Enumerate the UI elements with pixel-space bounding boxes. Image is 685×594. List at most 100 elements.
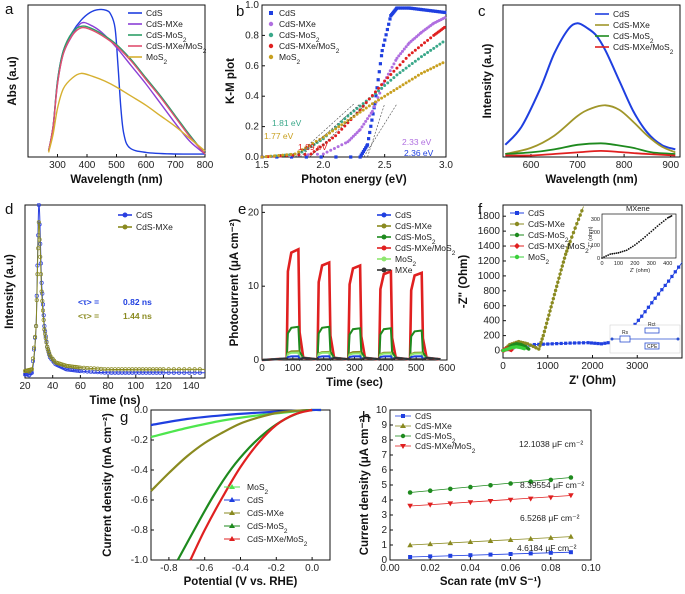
- panel-f-data-point: [578, 213, 582, 217]
- panel-f-data-point: [567, 243, 571, 247]
- panel-b-data-point: [389, 78, 393, 82]
- panel-b-data-point: [321, 143, 325, 147]
- panel-f-legend-item: CdS-MXe: [528, 219, 565, 229]
- panel-h-ytick-label: 0: [381, 555, 387, 566]
- panel-b-data-point: [390, 65, 394, 69]
- panel-b-data-point: [289, 155, 294, 159]
- panel-g-ytick-label: -0.8: [131, 525, 149, 536]
- panel-h-legend-marker: [400, 433, 406, 439]
- panel-d-data-point: [176, 367, 182, 372]
- panel-b-data-point: [425, 8, 429, 12]
- panel-d-series: [22, 220, 205, 374]
- panel-b-data-point: [416, 73, 420, 77]
- panel-b-data-point: [410, 77, 414, 81]
- panel-b-data-point: [272, 154, 276, 158]
- panel-d-lifetime-value: 1.44 ns: [123, 311, 152, 321]
- panel-b-data-point: [395, 73, 399, 77]
- panel-a-legend-item: CdS-MoS2: [146, 30, 187, 44]
- panel-b-data-point: [361, 102, 365, 106]
- panel-b-data-point: [364, 101, 368, 105]
- panel-b-data-point: [398, 63, 402, 67]
- panel-b-data-point: [399, 52, 403, 56]
- panel-b-data-point: [364, 146, 368, 150]
- panel-h-legend-marker: [400, 444, 406, 449]
- panel-d-xtick-label: 80: [103, 381, 115, 392]
- panel-h-data-point: [508, 552, 513, 556]
- panel-f-data-point: [550, 342, 554, 346]
- panel-b-data-point: [260, 155, 264, 159]
- panel-b-data-point: [349, 155, 353, 159]
- panel-h-data-point: [407, 503, 413, 509]
- panel-h-data-point: [508, 481, 513, 486]
- panel-b-data-point: [327, 131, 331, 135]
- panel-f-legend-marker: [515, 211, 519, 215]
- panel-b-ytick-label: 0.2: [245, 122, 259, 133]
- panel-b-data-point: [312, 150, 316, 154]
- panel-c-xtick-label: 900: [662, 160, 679, 171]
- panel-b-data-point: [438, 62, 442, 66]
- panel-letter-h: h: [362, 409, 370, 426]
- panel-h-data-point: [448, 553, 453, 558]
- panel-b-data-point: [360, 151, 364, 155]
- panel-b-data-point: [429, 67, 433, 71]
- panel-b-data-point: [389, 90, 393, 94]
- panel-b-data-point: [380, 96, 384, 100]
- panel-f-data-point: [560, 264, 564, 268]
- panel-f-data-point: [542, 329, 547, 334]
- panel-e-legend-item: CdS-MXe/MoS2: [395, 243, 456, 257]
- panel-e-xtick-label: 100: [284, 363, 301, 374]
- panel-d-data-point: [47, 351, 52, 356]
- panel-e-legend-item: CdS-MoS2: [395, 232, 436, 246]
- panel-b-xtick-label: 2.5: [378, 160, 392, 171]
- panel-b-data-point: [385, 27, 389, 32]
- panel-d-data-point: [42, 327, 47, 332]
- panel-b-data-point: [389, 73, 393, 77]
- panel-f-inset-point: [654, 227, 657, 229]
- panel-f-legend-item: CdS-MXe-MoS2: [528, 241, 589, 255]
- panel-d-data-point: [171, 367, 176, 372]
- panel-f-data-point: [541, 333, 545, 338]
- panel-b-data-point: [353, 132, 357, 136]
- panel-f-circuit-resistor: [619, 335, 631, 343]
- panel-e-ytick-label: 20: [248, 207, 260, 218]
- panel-b-data-point: [311, 142, 315, 146]
- panel-f-data-point: [653, 296, 657, 300]
- panel-e-legend-item: CdS-MXe: [395, 221, 432, 231]
- panel-d-data-point: [36, 202, 41, 208]
- panel-f-data-point: [568, 341, 572, 345]
- panel-f-data-point: [593, 341, 597, 345]
- panel-b-data-point: [304, 155, 308, 159]
- panel-d-data-point: [38, 254, 43, 259]
- panel-b-data-point: [331, 136, 335, 140]
- panel-b-data-point: [433, 9, 438, 13]
- panel-f-inset-ytick: 100: [591, 243, 600, 249]
- panel-b-tangent-line: [367, 103, 385, 158]
- panel-b-data-point: [364, 106, 368, 110]
- panel-b-data-point: [368, 130, 372, 135]
- panel-d-data-point: [161, 367, 166, 372]
- panel-h-series: [407, 533, 574, 548]
- panel-f-inset-point: [615, 252, 618, 255]
- panel-f-legend-item: MoS2: [528, 252, 549, 266]
- panel-b-data-point: [398, 71, 402, 75]
- panel-h-xtick-label: 0.02: [420, 563, 440, 574]
- panel-h-data-point: [548, 550, 553, 555]
- panel-f-data-point: [571, 230, 576, 235]
- panel-h-data-point: [487, 499, 494, 504]
- panel-f-inset-point: [638, 240, 640, 243]
- panel-e-legend-item: MoS2: [395, 254, 416, 268]
- panel-b-data-point: [410, 62, 414, 66]
- panel-b-data-point: [383, 84, 387, 88]
- panel-b-data-point: [399, 6, 403, 10]
- panel-b-data-point: [438, 42, 442, 46]
- panel-d-data-point: [34, 324, 39, 329]
- panel-g-legend-marker: [229, 536, 235, 541]
- panel-h-data-point: [408, 555, 413, 559]
- panel-h-legend-item: CdS-MXe/MoS2: [415, 441, 476, 455]
- panel-f-circuit-cpe: [644, 342, 660, 350]
- panel-b-data-point: [402, 47, 406, 51]
- panel-g-xtick-label: -0.2: [268, 563, 286, 574]
- panel-h-xtick-label: 0.00: [380, 563, 400, 574]
- panel-f-data-point: [660, 288, 664, 292]
